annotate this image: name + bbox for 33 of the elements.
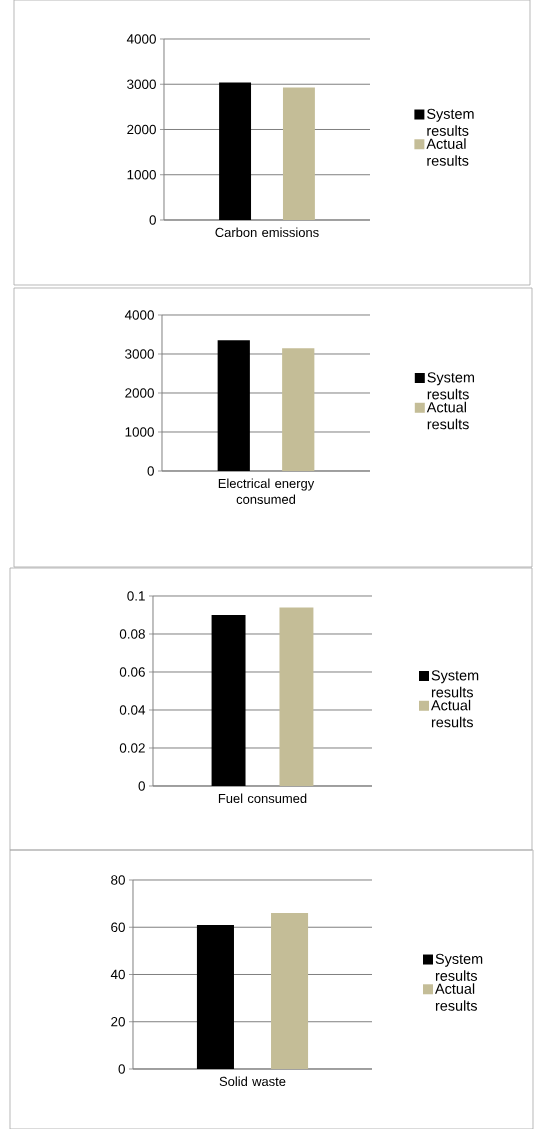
y-tick-label: 0	[147, 466, 154, 476]
legend-label: System results	[431, 670, 479, 698]
y-tick-label: 2000	[127, 124, 156, 135]
x-tick-label: Solid waste	[219, 1076, 286, 1087]
y-tick-label: 0	[149, 215, 156, 225]
legend-label: Actual results	[431, 699, 473, 728]
y-tick-label: 4000	[124, 310, 154, 320]
y-tick-label: 0.04	[119, 705, 146, 715]
y-tick-label: 60	[111, 922, 125, 932]
legend-label: Actual results	[435, 983, 478, 1011]
y-tick-label: 0.02	[119, 743, 145, 753]
y-tick-label: 20	[111, 1016, 125, 1027]
legend-label: System results	[427, 108, 474, 136]
legend-label: Actual results	[426, 138, 469, 166]
y-tick-label: 1000	[127, 169, 156, 180]
x-tick-label: Carbon emissions	[215, 227, 319, 238]
legend-label: System results	[435, 953, 483, 981]
x-tick-label: Fuel consumed	[218, 793, 307, 804]
y-tick-label: 80	[111, 875, 125, 885]
y-tick-label: 0.08	[119, 629, 145, 639]
y-tick-label: 0.06	[119, 667, 145, 677]
x-tick-label: Electrical energy consumed	[218, 478, 315, 504]
y-tick-label: 3000	[127, 79, 156, 89]
y-tick-label: 2000	[125, 388, 154, 398]
y-tick-label: 40	[110, 969, 125, 980]
y-tick-label: 3000	[125, 349, 154, 359]
y-tick-label: 0.1	[127, 591, 145, 601]
y-tick-label: 0	[138, 781, 145, 791]
y-tick-label: 0	[118, 1064, 125, 1074]
y-tick-label: 4000	[126, 34, 156, 44]
legend-label: Actual results	[426, 401, 469, 430]
legend-label: System results	[427, 372, 475, 400]
y-tick-label: 1000	[125, 427, 154, 437]
